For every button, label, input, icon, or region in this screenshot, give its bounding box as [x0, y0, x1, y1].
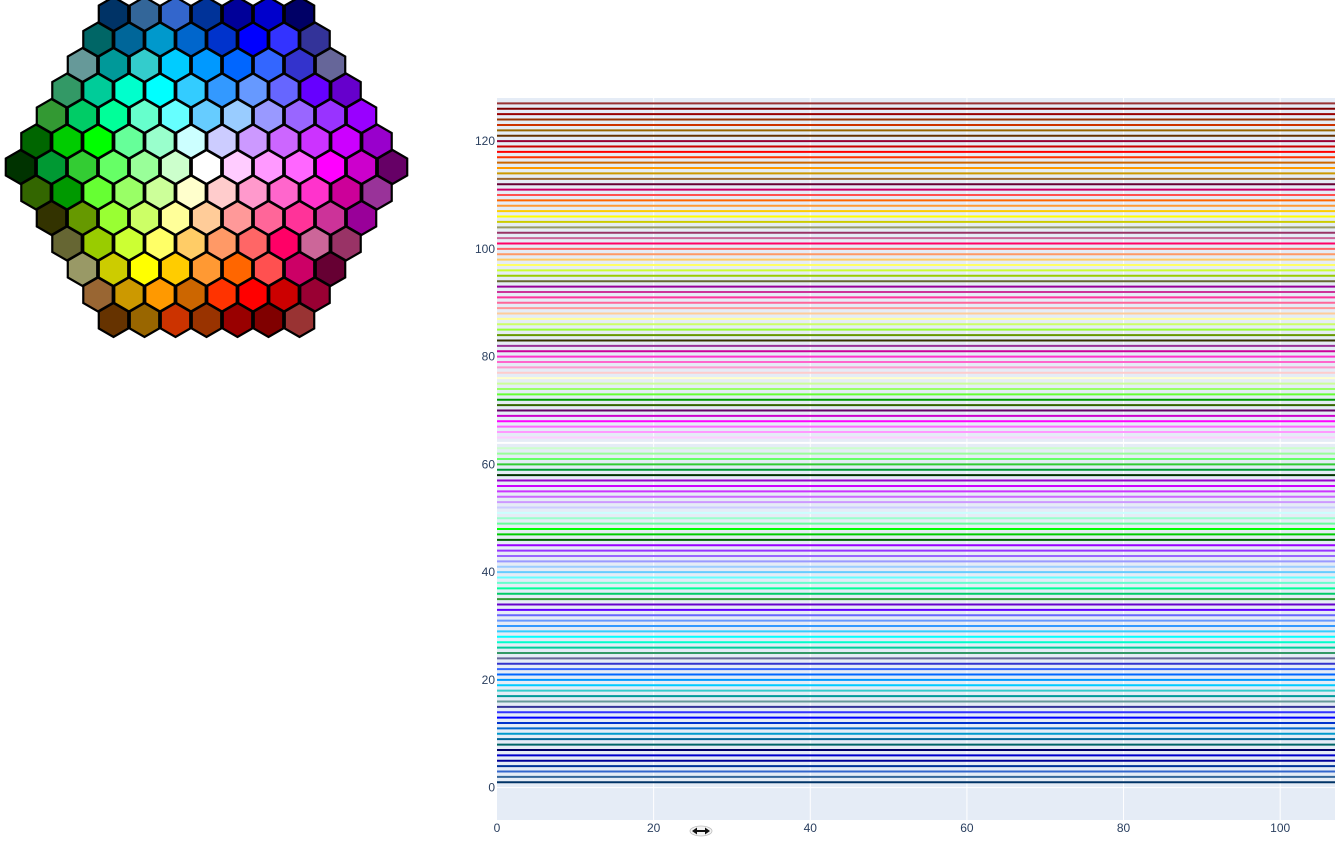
hex-color-swatch[interactable]: [159, 301, 192, 339]
y-tick-label: 60: [482, 457, 496, 471]
y-axis-ticks: 0 20 40 60 80 100 120: [475, 134, 495, 795]
hex-grid: [4, 0, 409, 339]
x-tick-label: 0: [494, 821, 501, 835]
x-tick-label: 80: [1117, 821, 1131, 835]
x-tick-label: 100: [1270, 821, 1290, 835]
x-tick-label: 20: [647, 821, 661, 835]
x-tick-label: 60: [960, 821, 974, 835]
y-tick-label: 120: [475, 134, 495, 148]
y-tick-label: 100: [475, 242, 495, 256]
x-tick-label: 40: [804, 821, 818, 835]
y-tick-label: 0: [488, 781, 495, 795]
hex-color-swatch[interactable]: [221, 301, 254, 339]
y-tick-label: 80: [482, 350, 496, 364]
y-tick-label: 40: [482, 565, 496, 579]
hex-color-swatch[interactable]: [252, 301, 285, 339]
x-axis-ticks: 0 20 40 60 80 100: [494, 821, 1291, 835]
hex-color-picker: [4, 0, 409, 339]
y-tick-label: 20: [482, 673, 496, 687]
hex-color-swatch[interactable]: [283, 301, 316, 339]
hex-color-swatch[interactable]: [128, 301, 161, 339]
hex-color-swatch[interactable]: [190, 301, 223, 339]
series-lines: [497, 102, 1335, 784]
hex-color-swatch[interactable]: [97, 301, 130, 339]
resize-cursor-icon: [689, 825, 713, 837]
